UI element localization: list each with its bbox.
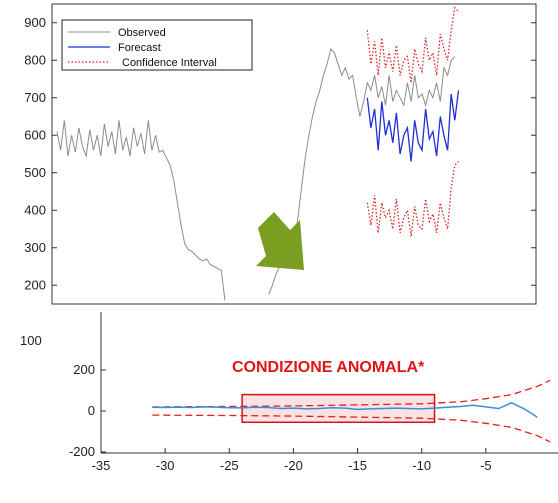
bottom-chart: -200 0 200 -35 -30 -25 -20 -15 -10 -5 100 CONDIZ…	[0, 312, 558, 503]
bottom-y-ticks: -200 0 200	[69, 362, 106, 459]
bottom-xtick-label: -20	[284, 458, 303, 473]
legend-label-confidence: Confidence Interval	[122, 57, 217, 69]
bottom-x-ticks: -35 -30 -25 -20 -15 -10 -5	[92, 448, 492, 473]
bottom-ytick-label: 200	[73, 362, 95, 377]
top-chart: 200 300 400 500 600 700 800 900 Observed Foreca…	[24, 3, 537, 305]
confidence-upper-line	[366, 6, 459, 83]
bottom-xtick-label: -25	[220, 458, 239, 473]
bottom-band-upper	[152, 379, 551, 408]
top-ytick-label: 400	[24, 202, 46, 217]
legend: Observed Forecast Confidence Interval	[61, 19, 253, 71]
bottom-series	[152, 379, 551, 443]
top-y-ticks: 200 300 400 500 600 700 800 900	[24, 15, 536, 292]
bottom-band-lower	[152, 414, 551, 443]
top-ytick-label: 600	[24, 127, 46, 142]
arrow-icon	[256, 212, 304, 270]
bottom-xtick-label: -10	[412, 458, 431, 473]
top-series	[56, 6, 460, 301]
legend-label-forecast: Forecast	[118, 42, 161, 54]
bottom-xtick-label: -35	[92, 458, 111, 473]
top-ytick-label: 500	[24, 165, 46, 180]
top-ytick-label: 900	[24, 15, 46, 30]
bottom-signal-line	[152, 401, 538, 418]
anomaly-annotation: CONDIZIONE ANOMALA*	[232, 359, 425, 376]
observed-line	[56, 47, 456, 301]
bottom-xtick-label: -30	[156, 458, 175, 473]
bottom-background	[0, 312, 558, 503]
bottom-xtick-label: -5	[480, 458, 492, 473]
bottom-ytick-label: -200	[69, 444, 95, 459]
bottom-ytick-label: 0	[88, 403, 95, 418]
extra-ytick-label: 100	[20, 333, 42, 348]
top-ytick-label: 200	[24, 277, 46, 292]
confidence-lower-line	[366, 161, 459, 237]
bottom-xtick-label: -15	[348, 458, 367, 473]
top-ytick-label: 300	[24, 240, 46, 255]
forecast-line	[366, 90, 460, 162]
top-ytick-label: 800	[24, 52, 46, 67]
top-ytick-label: 700	[24, 90, 46, 105]
legend-label-observed: Observed	[118, 27, 166, 39]
